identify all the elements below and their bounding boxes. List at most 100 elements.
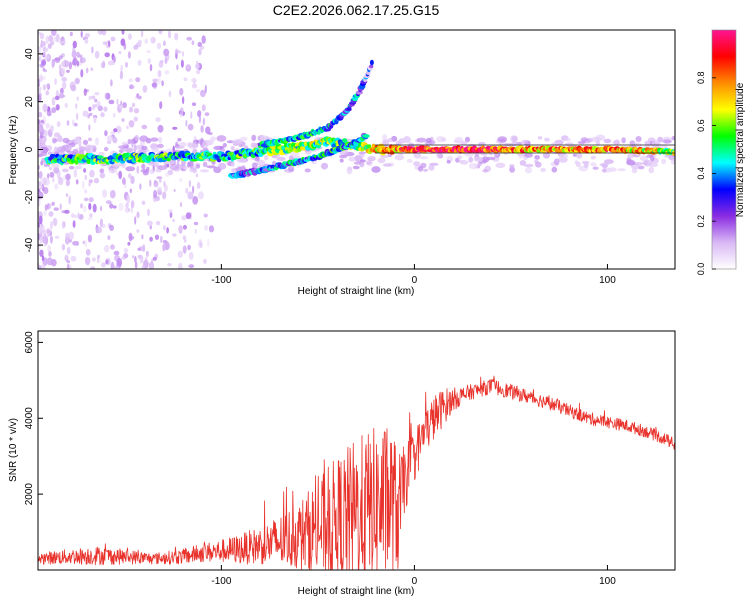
noise-speck xyxy=(131,255,135,259)
noise-speck xyxy=(47,173,50,179)
halo-speck xyxy=(510,135,518,143)
noise-speck xyxy=(109,189,116,199)
halo-speck xyxy=(218,162,227,170)
noise-speck xyxy=(77,212,80,219)
halo-speck xyxy=(125,147,134,153)
noise-speck xyxy=(87,217,93,221)
halo-speck xyxy=(125,166,136,172)
noise-speck xyxy=(80,30,83,38)
noise-speck xyxy=(188,180,191,188)
noise-speck xyxy=(46,83,50,89)
halo-speck xyxy=(540,167,546,173)
noise-speck xyxy=(192,185,195,194)
halo-speck xyxy=(147,162,155,166)
noise-speck xyxy=(124,207,130,213)
noise-speck xyxy=(142,85,148,93)
noise-speck xyxy=(186,36,193,41)
noise-speck xyxy=(39,54,43,63)
noise-speck xyxy=(195,88,201,93)
noise-speck xyxy=(164,70,170,75)
noise-speck xyxy=(107,60,114,66)
halo-speck xyxy=(112,161,122,168)
noise-speck xyxy=(195,173,199,178)
noise-speck xyxy=(84,256,91,266)
noise-speck xyxy=(42,44,46,52)
noise-speck xyxy=(156,176,163,180)
halo-speck xyxy=(84,144,92,151)
noise-speck xyxy=(45,35,49,45)
halo-speck xyxy=(653,142,661,147)
halo-speck xyxy=(253,143,259,149)
snr-plot-area xyxy=(38,375,675,570)
noise-speck xyxy=(66,120,70,126)
noise-speck xyxy=(163,40,166,47)
halo-speck xyxy=(521,139,528,144)
noise-speck xyxy=(144,257,148,264)
noise-speck xyxy=(198,115,201,124)
halo-speck xyxy=(419,156,429,160)
noise-speck xyxy=(45,90,50,96)
halo-speck xyxy=(572,153,578,157)
halo-speck xyxy=(413,161,421,167)
noise-speck xyxy=(136,229,140,233)
noise-speck xyxy=(128,120,135,128)
noise-speck xyxy=(148,261,155,269)
halo-speck xyxy=(359,161,365,168)
halo-speck xyxy=(287,166,295,172)
noise-speck xyxy=(125,202,129,209)
noise-speck xyxy=(76,96,79,101)
noise-speck xyxy=(181,51,185,57)
halo-speck xyxy=(367,156,376,162)
noise-speck xyxy=(123,247,129,254)
halo-speck xyxy=(534,155,540,160)
halo-speck xyxy=(425,137,432,143)
halo-speck xyxy=(134,134,140,142)
noise-speck xyxy=(74,77,80,85)
halo-speck xyxy=(62,137,70,144)
noise-speck xyxy=(154,234,160,240)
halo-speck xyxy=(174,145,185,149)
halo-speck xyxy=(41,137,47,142)
halo-speck xyxy=(523,163,534,168)
noise-speck xyxy=(61,61,65,67)
noise-speck xyxy=(121,256,127,260)
halo-speck xyxy=(402,136,412,144)
noise-speck xyxy=(126,194,131,204)
noise-speck xyxy=(95,226,101,234)
noise-speck xyxy=(130,175,135,185)
noise-speck xyxy=(121,118,125,122)
noise-speck xyxy=(137,40,143,44)
noise-speck xyxy=(117,128,122,132)
halo-speck xyxy=(304,168,311,173)
halo-speck xyxy=(428,164,435,171)
noise-speck xyxy=(177,250,183,258)
noise-speck xyxy=(97,105,104,112)
x-tick-label: 100 xyxy=(599,576,616,587)
noise-speck xyxy=(38,184,43,190)
noise-speck xyxy=(42,84,47,91)
halo-speck xyxy=(112,136,118,144)
noise-speck xyxy=(80,69,84,78)
noise-speck xyxy=(131,102,136,108)
noise-speck xyxy=(185,119,188,127)
noise-speck xyxy=(65,193,69,197)
halo-speck xyxy=(197,139,204,145)
snr-series-line xyxy=(38,375,675,570)
noise-speck xyxy=(107,235,111,241)
halo-speck xyxy=(631,167,638,174)
noise-speck xyxy=(157,124,164,133)
halo-speck xyxy=(391,135,398,142)
noise-speck xyxy=(180,107,184,115)
noise-speck xyxy=(128,78,133,83)
noise-speck xyxy=(83,88,88,96)
noise-speck xyxy=(72,241,78,246)
halo-speck xyxy=(497,136,508,143)
noise-speck xyxy=(179,178,183,182)
noise-speck xyxy=(44,54,50,60)
noise-speck xyxy=(72,57,78,66)
halo-speck xyxy=(78,146,86,152)
noise-speck xyxy=(204,112,210,116)
noise-speck xyxy=(141,200,146,205)
noise-speck xyxy=(149,236,153,242)
